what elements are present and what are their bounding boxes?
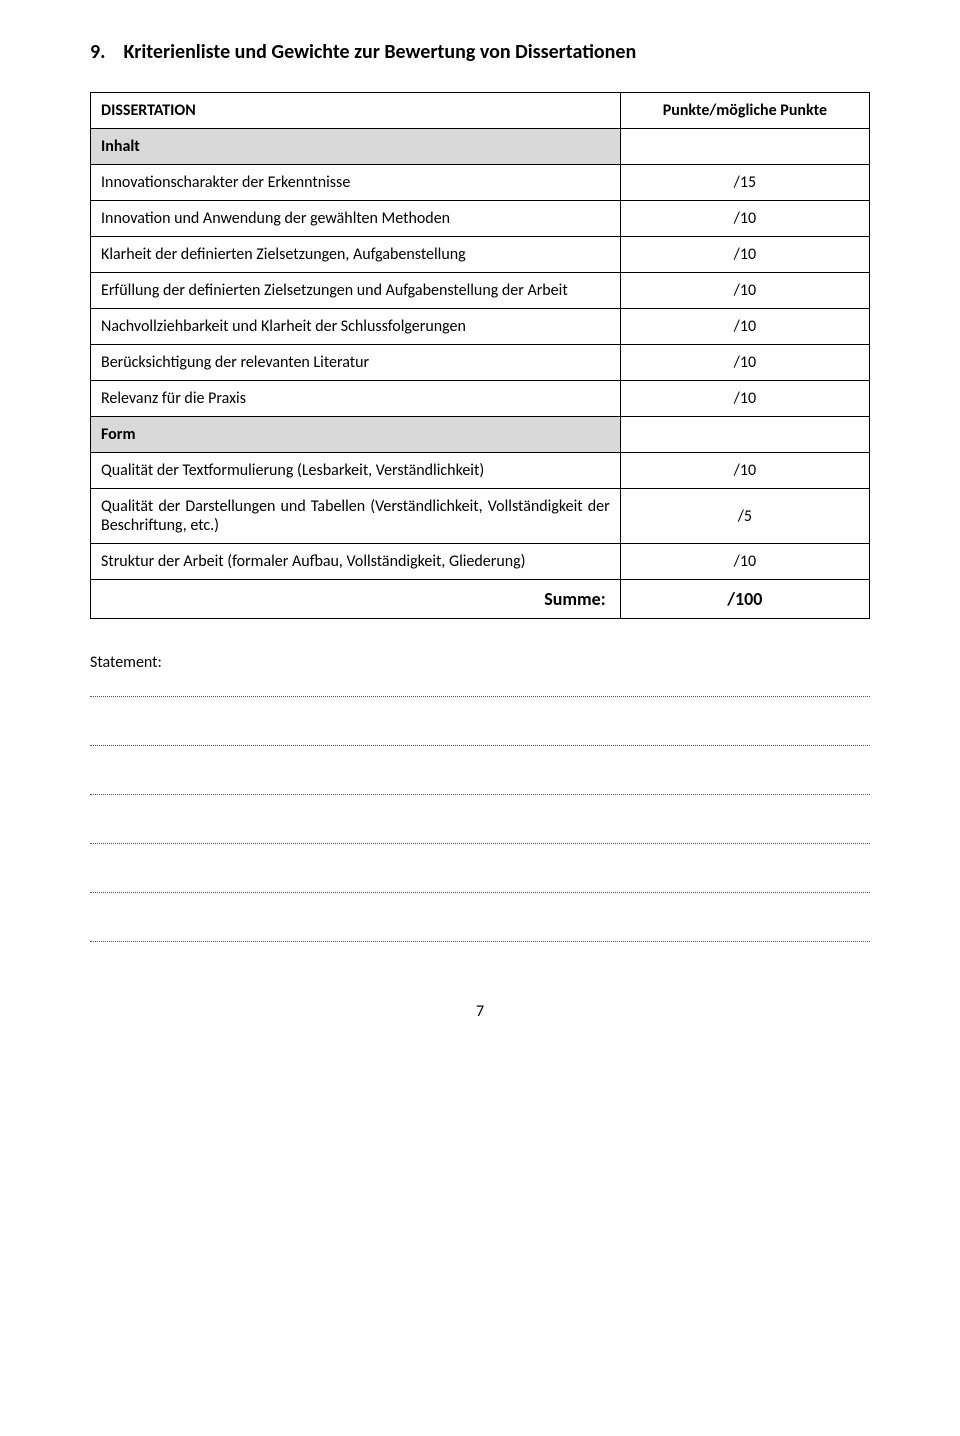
page-container: 9. Kriterienliste und Gewichte zur Bewer… — [0, 0, 960, 1061]
section-row-inhalt: Inhalt — [91, 129, 870, 165]
header-label: DISSERTATION — [91, 93, 621, 129]
section-points-empty — [620, 417, 869, 453]
sum-label: Summe: — [91, 580, 621, 619]
criterion-points: /10 — [620, 453, 869, 489]
criterion-points: /10 — [620, 381, 869, 417]
section-row-form: Form — [91, 417, 870, 453]
table-row: Innovation und Anwendung der gewählten M… — [91, 201, 870, 237]
table-row: Berücksichtigung der relevanten Literatu… — [91, 345, 870, 381]
criterion-points: /10 — [620, 273, 869, 309]
table-row: Klarheit der definierten Zielsetzungen, … — [91, 237, 870, 273]
page-number: 7 — [90, 1002, 870, 1021]
statement-line — [90, 696, 870, 697]
statement-line — [90, 941, 870, 942]
criterion-label: Klarheit der definierten Zielsetzungen, … — [91, 237, 621, 273]
criterion-points: /5 — [620, 489, 869, 544]
criterion-points: /10 — [620, 237, 869, 273]
table-header-row: DISSERTATION Punkte/mögliche Punkte — [91, 93, 870, 129]
table-row: Nachvollziehbarkeit und Klarheit der Sch… — [91, 309, 870, 345]
sum-points: /100 — [620, 580, 869, 619]
statement-line — [90, 745, 870, 746]
criterion-label: Innovationscharakter der Erkenntnisse — [91, 165, 621, 201]
statement-line — [90, 794, 870, 795]
sum-row: Summe: /100 — [91, 580, 870, 619]
criterion-label: Relevanz für die Praxis — [91, 381, 621, 417]
table-row: Relevanz für die Praxis/10 — [91, 381, 870, 417]
criterion-label: Innovation und Anwendung der gewählten M… — [91, 201, 621, 237]
table-row: Erfüllung der definierten Zielsetzungen … — [91, 273, 870, 309]
statement-lines-container — [90, 696, 870, 942]
table-row: Innovationscharakter der Erkenntnisse/15 — [91, 165, 870, 201]
criterion-points: /10 — [620, 201, 869, 237]
heading-text: Kriterienliste und Gewichte zur Bewertun… — [123, 40, 636, 64]
section-heading: 9. Kriterienliste und Gewichte zur Bewer… — [90, 40, 870, 64]
section-label-form: Form — [91, 417, 621, 453]
heading-number: 9. — [90, 40, 105, 64]
table-row: Struktur der Arbeit (formaler Aufbau, Vo… — [91, 544, 870, 580]
header-points: Punkte/mögliche Punkte — [620, 93, 869, 129]
criterion-label: Struktur der Arbeit (formaler Aufbau, Vo… — [91, 544, 621, 580]
criterion-points: /10 — [620, 345, 869, 381]
statement-line — [90, 892, 870, 893]
criterion-label: Qualität der Darstellungen und Tabellen … — [91, 489, 621, 544]
table-row: Qualität der Textformulierung (Lesbarkei… — [91, 453, 870, 489]
criterion-label: Qualität der Textformulierung (Lesbarkei… — [91, 453, 621, 489]
criterion-points: /10 — [620, 544, 869, 580]
section-label-inhalt: Inhalt — [91, 129, 621, 165]
statement-label: Statement: — [90, 653, 870, 672]
criterion-label: Erfüllung der definierten Zielsetzungen … — [91, 273, 621, 309]
criteria-table: DISSERTATION Punkte/mögliche Punkte Inha… — [90, 92, 870, 619]
section-points-empty — [620, 129, 869, 165]
table-row: Qualität der Darstellungen und Tabellen … — [91, 489, 870, 544]
criterion-points: /10 — [620, 309, 869, 345]
criterion-label: Nachvollziehbarkeit und Klarheit der Sch… — [91, 309, 621, 345]
criterion-label: Berücksichtigung der relevanten Literatu… — [91, 345, 621, 381]
criterion-points: /15 — [620, 165, 869, 201]
statement-line — [90, 843, 870, 844]
